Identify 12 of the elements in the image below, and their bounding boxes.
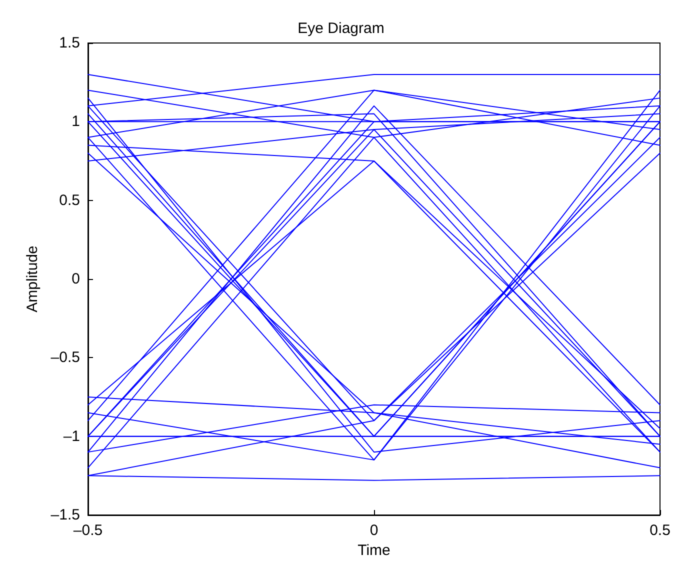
y-tick-label: 1.5 bbox=[59, 34, 80, 52]
y-axis-title: Amplitude bbox=[24, 246, 41, 312]
y-tick-label: 0 bbox=[72, 270, 80, 288]
chart-title: Eye Diagram bbox=[298, 20, 384, 37]
x-tick-label: 0.5 bbox=[650, 522, 670, 539]
y-tick-label: –0.5 bbox=[50, 349, 80, 366]
x-tick-label: 0 bbox=[370, 522, 378, 539]
y-tick-label: 1 bbox=[72, 113, 80, 130]
y-tick-label: 0.5 bbox=[59, 192, 80, 209]
x-axis-title: Time bbox=[358, 542, 390, 559]
y-tick-label: –1 bbox=[63, 428, 80, 445]
y-tick-label: –1.5 bbox=[50, 506, 80, 524]
